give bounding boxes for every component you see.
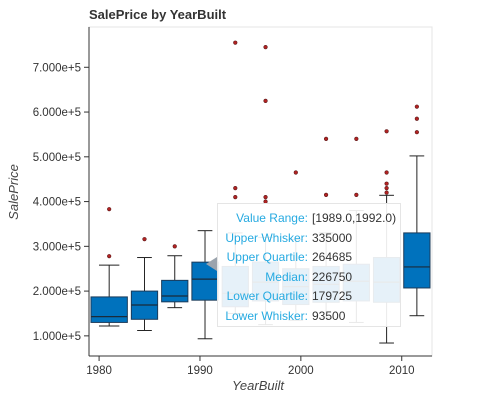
outlier-point	[263, 98, 268, 103]
box-group	[161, 244, 189, 309]
tooltip-row: Value Range: [1989.0,1992.0)	[218, 211, 400, 229]
x-tick-label: 1980	[86, 365, 112, 377]
box-group	[403, 104, 431, 317]
outlier-point	[414, 130, 419, 135]
tooltip-value: [1989.0,1992.0)	[312, 211, 397, 225]
tooltip-pointer	[206, 257, 217, 271]
tooltip-value: 226750	[312, 269, 353, 284]
outlier-point	[263, 194, 268, 200]
axes: 1.000e+5 2.000e+5 3.000e+5 4.000e+5 5.000e+5…	[33, 27, 432, 377]
outlier-point	[172, 244, 177, 249]
outlier-point	[293, 170, 298, 175]
y-tick-label: 7.000e+5	[33, 62, 81, 74]
tooltip-row: Lower Quartile: 179725	[218, 289, 400, 307]
tooltip-value: 179725	[312, 289, 353, 303]
outlier-point	[354, 192, 359, 197]
outlier-point	[323, 136, 329, 142]
y-tick-label: 5.000e+5	[33, 152, 81, 164]
outlier-point	[414, 104, 419, 109]
outlier-point	[233, 194, 238, 200]
tooltip-value: 264685	[312, 250, 353, 264]
x-tick-label: 1990	[187, 365, 213, 377]
outlier-point	[263, 45, 268, 50]
tooltip-label: Lower Whisker:	[225, 308, 308, 323]
box-group	[90, 207, 128, 327]
box-group	[130, 237, 159, 331]
tooltip-label: Value Range:	[236, 211, 308, 225]
tooltip-value: 93500	[312, 308, 346, 323]
tooltip-row: Lower Whisker: 93500	[218, 309, 400, 327]
y-axis-title: SalePrice	[6, 164, 21, 220]
outlier-point	[323, 192, 329, 197]
outlier-point	[233, 40, 238, 45]
tooltip-row: Upper Quartile: 264685	[218, 250, 400, 268]
box	[403, 232, 431, 289]
outlier-point	[354, 136, 359, 142]
y-tick-label: 6.000e+5	[33, 107, 81, 119]
x-tick-label: 2000	[288, 365, 314, 377]
outlier-point	[384, 186, 389, 191]
tooltip-label: Median:	[265, 269, 308, 284]
y-tick-label: 1.000e+5	[33, 331, 81, 343]
outlier-point	[107, 207, 112, 212]
y-tick-label: 4.000e+5	[33, 197, 81, 209]
tooltip-row: Upper Whisker: 335000	[218, 231, 400, 249]
outlier-point	[384, 129, 389, 134]
tooltip-value: 335000	[312, 230, 353, 245]
box	[90, 296, 128, 323]
outlier-point	[414, 116, 419, 121]
outlier-point	[384, 181, 389, 186]
x-tick-label: 2010	[389, 365, 415, 377]
tooltip-label: Lower Quartile:	[226, 289, 308, 303]
tooltip-label: Upper Quartile:	[226, 250, 308, 264]
chart-title: SalePrice by YearBuilt	[89, 7, 227, 22]
y-tick-label: 3.000e+5	[33, 241, 81, 253]
x-axis-title: YearBuilt	[232, 378, 285, 393]
outlier-point	[384, 170, 389, 175]
tooltip-row: Median: 226750	[218, 270, 400, 288]
box	[161, 279, 189, 303]
outlier-point	[384, 190, 389, 195]
tooltip-label: Upper Whisker:	[225, 230, 308, 245]
outlier-point	[107, 254, 112, 259]
hover-tooltip: Value Range: [1989.0,1992.0) Upper Whisker…	[217, 203, 401, 327]
y-tick-label: 2.000e+5	[33, 286, 81, 298]
outlier-point	[233, 186, 238, 191]
outlier-point	[142, 237, 147, 242]
